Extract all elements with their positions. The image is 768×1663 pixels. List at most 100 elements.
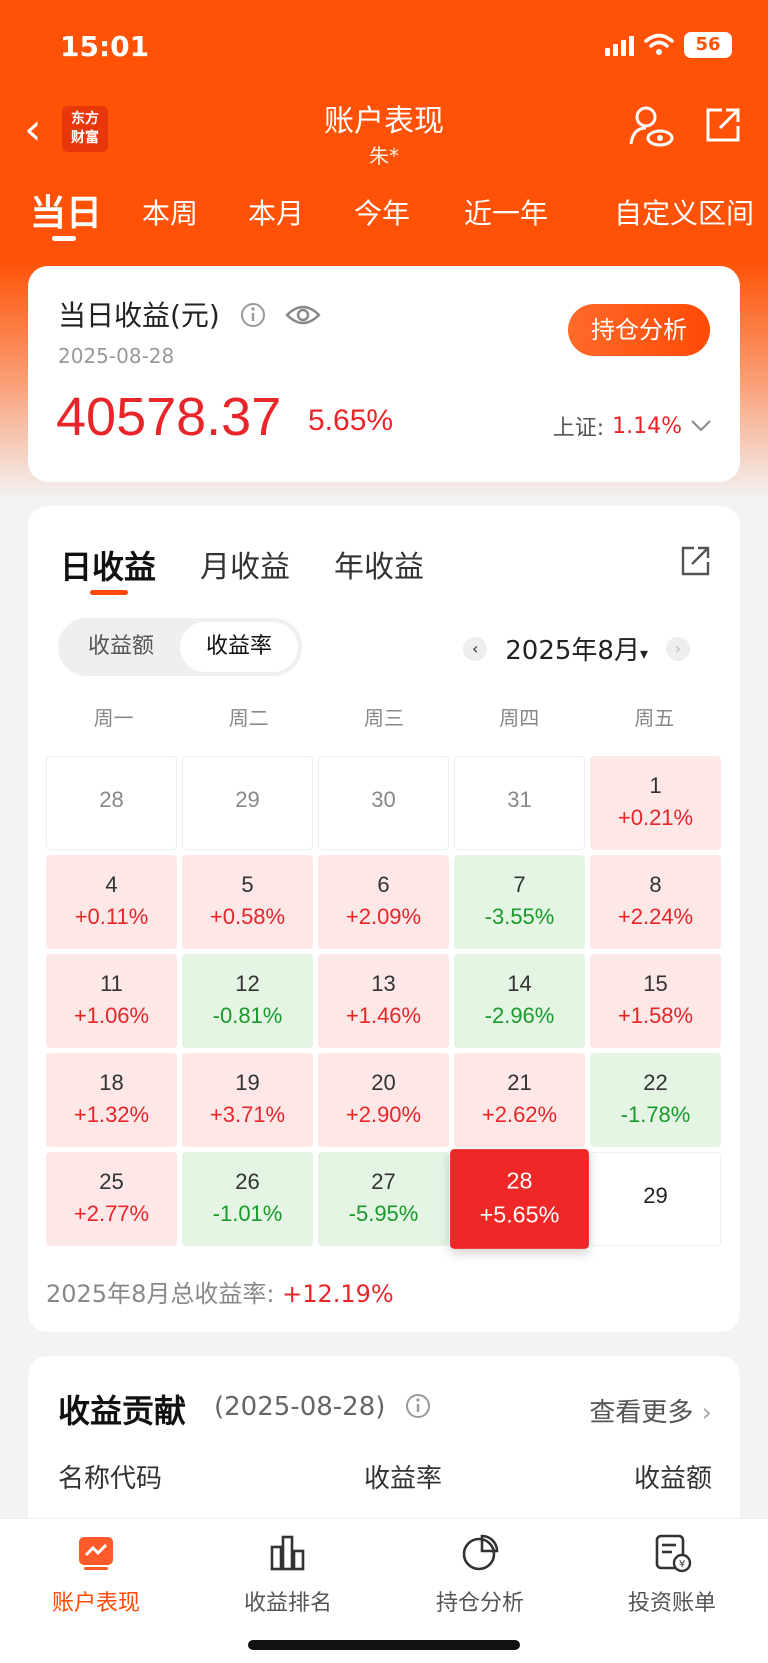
calendar-day-selected[interactable]: 28 +5.65% [450,1149,589,1249]
calendar-day: 31 [454,756,585,850]
holding-analysis-button[interactable]: 持仓分析 [568,304,710,356]
app-logo: 东方 财富 [62,106,108,152]
view-more-label: 查看更多 [589,1398,694,1428]
day-return: +1.46% [345,1003,422,1028]
calendar-day[interactable]: 20 +2.90% [318,1053,449,1147]
tab-today[interactable]: 当日 [30,193,103,234]
day-number: 15 [643,971,668,996]
day-return: -1.78% [620,1102,691,1127]
summary-rate: 5.65% [308,404,394,437]
month-total-return: 2025年8月总收益率: +12.19% [46,1274,394,1309]
account-name: 朱* [369,144,399,168]
nav-holding-analysis[interactable]: 持仓分析 [410,1533,550,1617]
day-number: 18 [99,1070,124,1095]
column-header-name: 名称代码 [58,1464,163,1494]
nav-label: 账户表现 [51,1591,140,1616]
nav-investment-bill[interactable]: ¥ 投资账单 [602,1533,742,1617]
navigation-bar: ‹ 东方 财富 账户表现 朱* [0,90,768,180]
calendar-day[interactable]: 19 +3.71% [182,1053,313,1147]
calendar-day[interactable]: 22 -1.78% [590,1053,721,1147]
share-icon[interactable] [702,104,744,146]
tab-custom-range[interactable]: 自定义区间 [614,197,755,230]
day-return: +2.09% [345,904,422,929]
day-number: 19 [235,1070,260,1095]
calendar-grid: 28 29 30 31 1 +0.21% 4 +0.11% 5 +0.58% 6 +2.… [46,756,722,1249]
day-number: 29 [235,787,260,812]
bottom-navigation: 账户表现 收益排名 持仓分析 ¥ 投资账单 [0,1518,768,1663]
info-icon[interactable] [239,301,267,329]
next-month-icon[interactable]: › [666,636,690,661]
prev-month-icon[interactable]: ‹ [463,636,488,661]
summary-amount: 40578.37 [56,387,282,447]
summary-date: 2025-08-28 [58,344,175,368]
calendar-day: 29 [590,1152,721,1246]
day-number: 26 [235,1169,260,1194]
view-more-link[interactable]: 查看更多 › [589,1392,712,1429]
calendar-day[interactable]: 4 +0.11% [46,855,177,949]
page-title: 账户表现 [324,104,444,139]
calendar-day[interactable]: 1 +0.21% [590,756,721,850]
tab-indicator [52,236,76,241]
calendar-day[interactable]: 11 +1.06% [46,954,177,1048]
tab-week[interactable]: 本周 [142,197,199,230]
toggle-amount[interactable]: 收益额 [87,634,154,659]
export-icon[interactable] [678,544,712,578]
calendar-day[interactable]: 13 +1.46% [318,954,449,1048]
contribution-date: (2025-08-28) [214,1392,432,1422]
month-picker[interactable]: 2025年8月▾ [505,630,648,667]
tab-daily-return[interactable]: 日收益 [60,542,156,595]
calendar-day[interactable]: 7 -3.55% [454,855,585,949]
calendar-day[interactable]: 14 -2.96% [454,954,585,1048]
trend-icon [79,1537,113,1570]
day-return: -2.96% [484,1003,555,1028]
tab-yearly-return[interactable]: 年收益 [334,550,425,585]
calendar-day[interactable]: 25 +2.77% [46,1152,177,1246]
day-number: 21 [507,1070,532,1095]
signal-icon [605,34,634,56]
weekday-label: 周三 [364,706,404,730]
day-return: +0.21% [617,805,694,830]
index-value: 1.14% [612,413,682,439]
calendar-day[interactable]: 18 +1.32% [46,1053,177,1147]
calendar-day[interactable]: 21 +2.62% [454,1053,585,1147]
calendar-day[interactable]: 26 -1.01% [182,1152,313,1246]
tab-year[interactable]: 今年 [354,197,411,230]
eye-icon[interactable] [284,301,322,329]
privacy-eye-user-icon[interactable] [628,104,674,150]
tab-last-year[interactable]: 近一年 [464,197,549,230]
toggle-rate[interactable]: 收益率 [180,622,298,672]
tab-month[interactable]: 本月 [248,197,305,230]
status-icons: 56 [605,32,732,58]
day-return: +3.71% [209,1102,286,1127]
day-number: 7 [513,872,526,897]
calendar-day[interactable]: 5 +0.58% [182,855,313,949]
info-icon[interactable] [404,1392,432,1420]
daily-summary-card: 当日收益(元) 2025-08-28 40578.37 5.65% 持仓分析 上… [28,266,740,482]
period-tabs: 当日 本周 本月 今年 近一年 自定义区间 [0,180,768,241]
back-icon[interactable]: ‹ [24,104,42,155]
total-label: 2025年8月总收益率: [46,1280,275,1308]
day-number: 6 [377,872,390,897]
day-number: 1 [649,773,662,798]
day-number: 28 [506,1167,533,1194]
tab-monthly-return[interactable]: 月收益 [200,550,291,585]
day-number: 29 [643,1183,668,1208]
day-number: 27 [371,1169,396,1194]
calendar-day[interactable]: 15 +1.58% [590,954,721,1048]
return-type-tabs: 日收益 月收益 年收益 [60,542,425,595]
index-compare[interactable]: 上证: 1.14% [553,410,712,442]
day-return: +0.11% [74,904,149,929]
wifi-icon [644,33,674,55]
nav-account-performance[interactable]: 账户表现 [26,1533,166,1617]
calendar-day[interactable]: 8 +2.24% [590,855,721,949]
day-return: +0.58% [209,904,286,929]
weekday-header: 周一 周二 周三 周四 周五 [46,702,722,731]
calendar-day[interactable]: 12 -0.81% [182,954,313,1048]
day-return: +1.32% [73,1102,150,1127]
calendar-day[interactable]: 27 -5.95% [318,1152,449,1246]
day-return: +1.06% [73,1003,150,1028]
day-number: 5 [241,872,254,897]
nav-return-ranking[interactable]: 收益排名 [218,1533,358,1617]
calendar-day[interactable]: 6 +2.09% [318,855,449,949]
day-number: 22 [643,1070,668,1095]
